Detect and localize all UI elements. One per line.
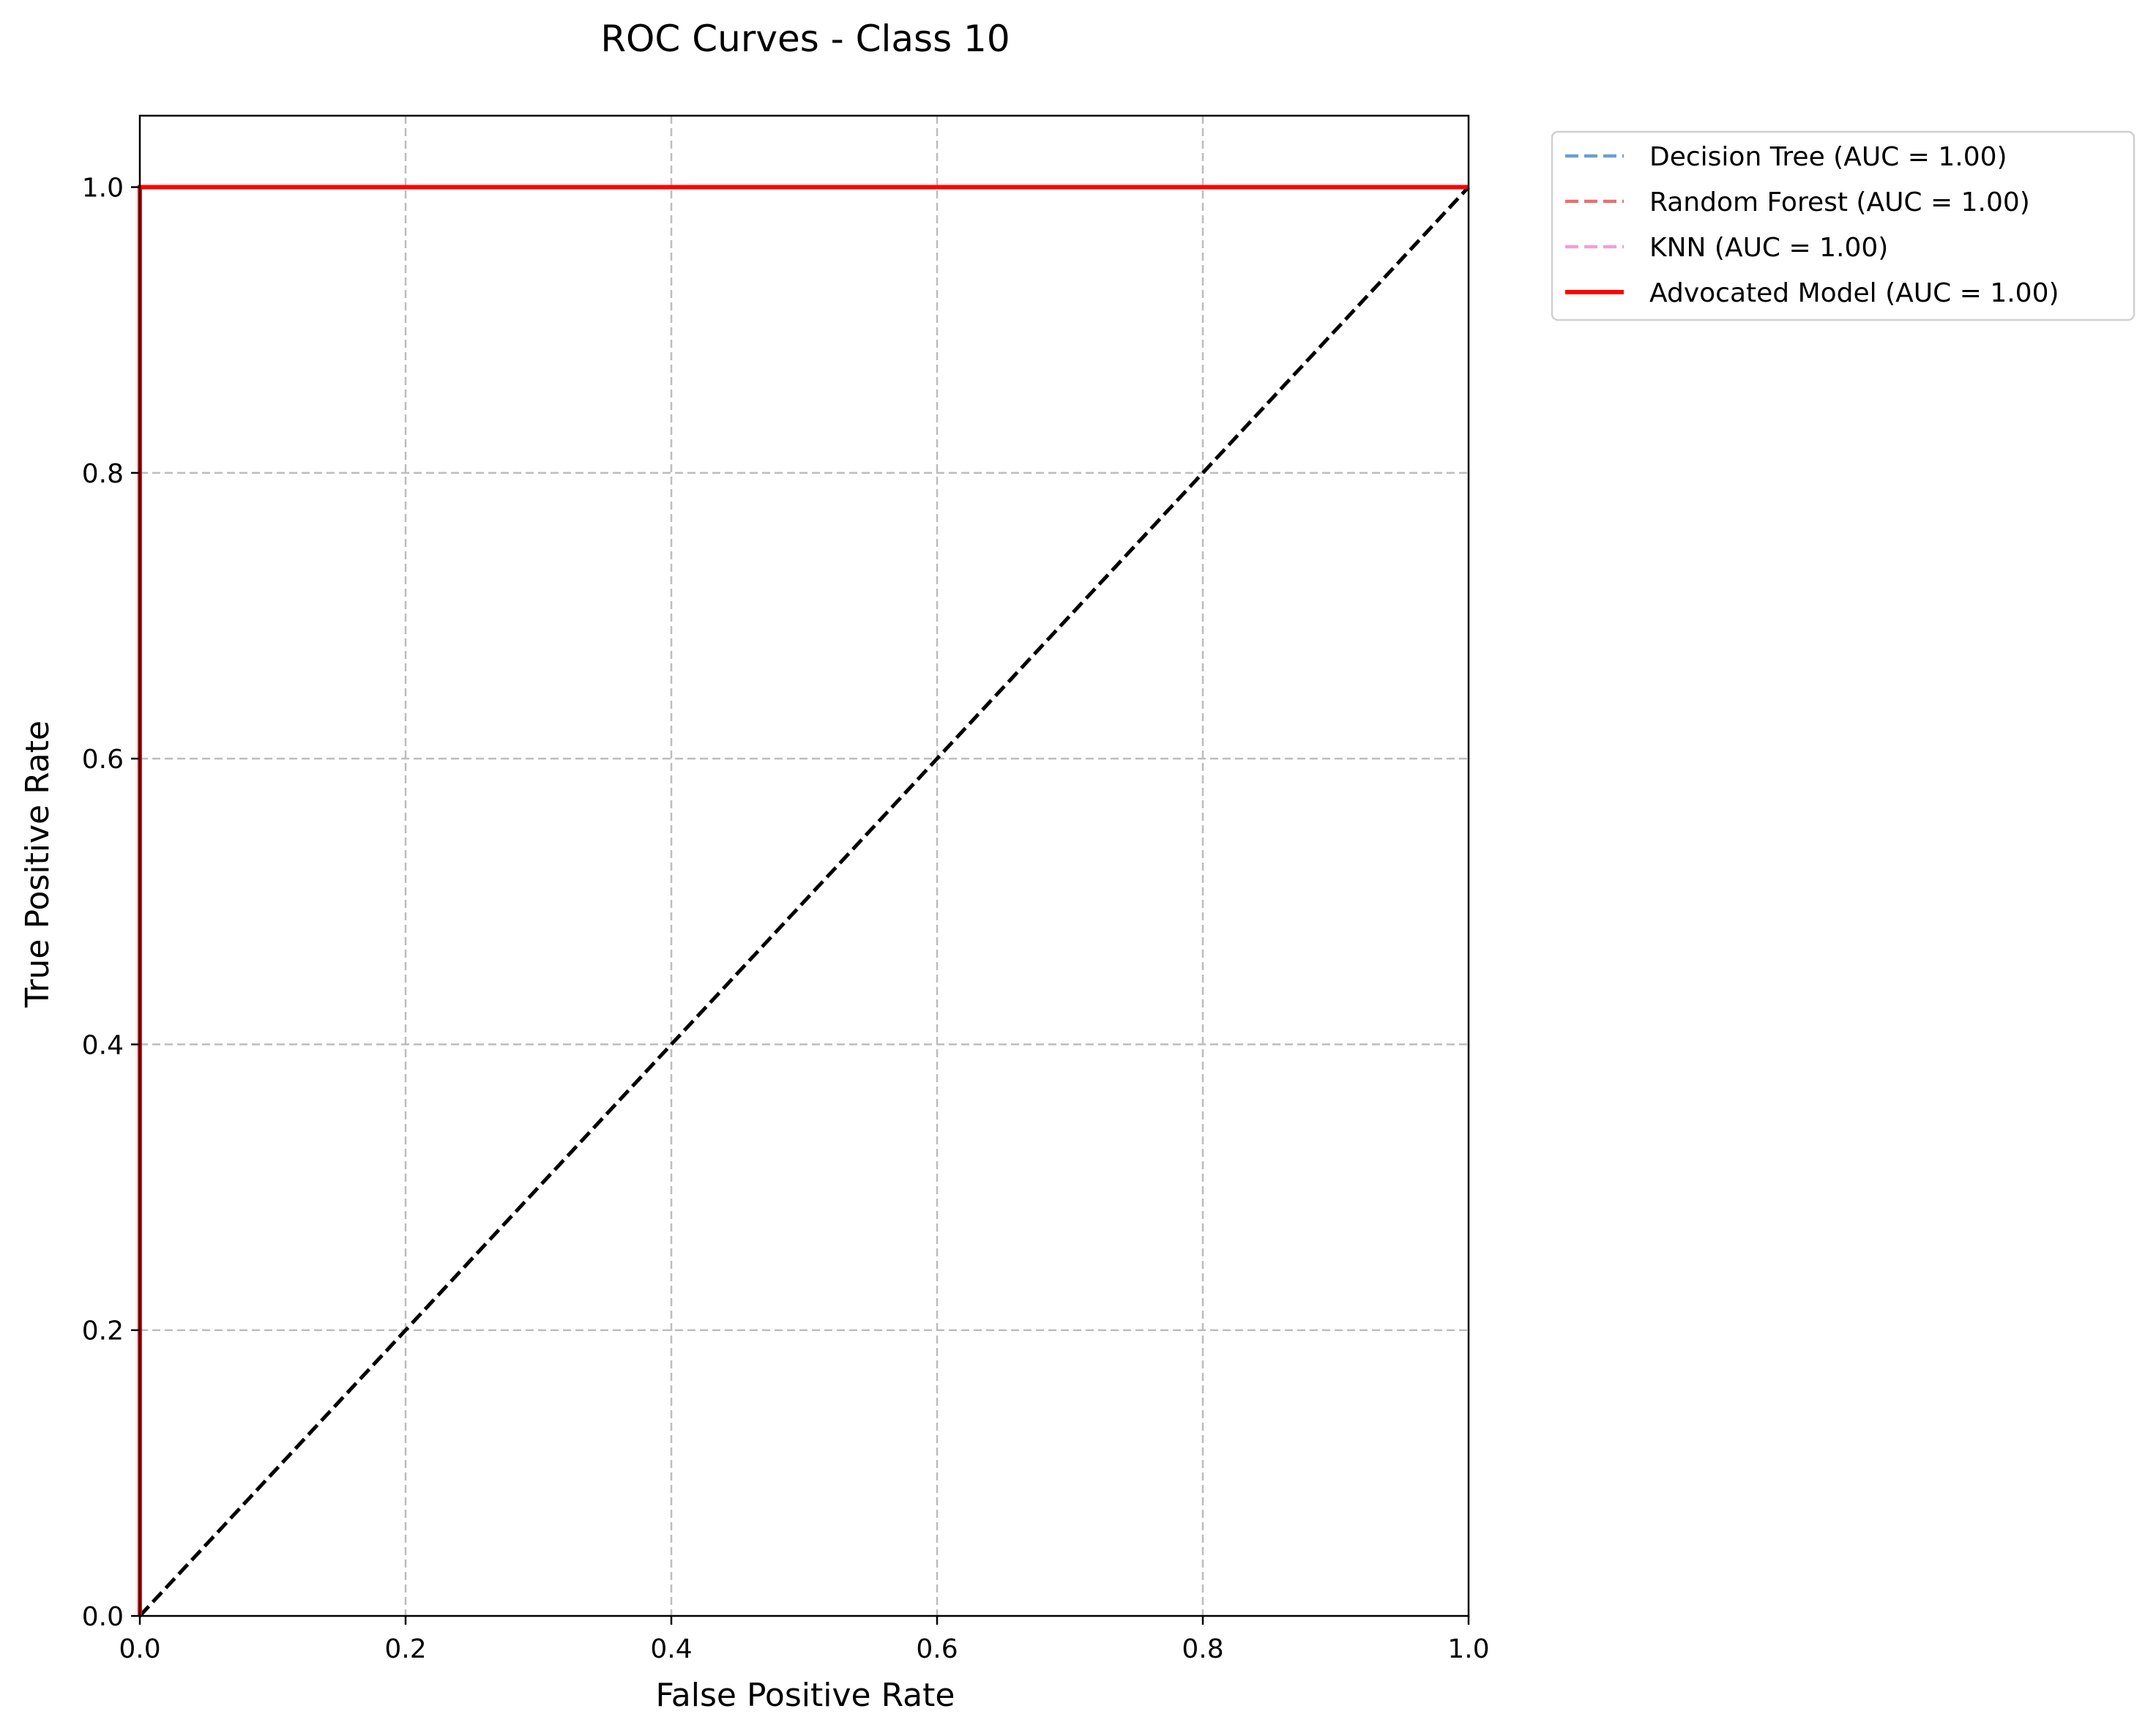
x-tick-label-5: 1.0 bbox=[1447, 1634, 1489, 1664]
x-tick-label-3: 0.6 bbox=[916, 1634, 958, 1664]
x-tick-label-2: 0.4 bbox=[650, 1634, 692, 1664]
y-tick-label-4: 0.8 bbox=[82, 459, 124, 489]
x-tick-label-4: 0.8 bbox=[1182, 1634, 1223, 1664]
legend-label-1: Random Forest (AUC = 1.00) bbox=[1649, 187, 2030, 217]
x-tick-label-0: 0.0 bbox=[119, 1634, 160, 1664]
plot-frame bbox=[138, 114, 1470, 1617]
legend-label-0: Decision Tree (AUC = 1.00) bbox=[1649, 142, 2007, 172]
legend: Decision Tree (AUC = 1.00) Random Forest … bbox=[1551, 130, 2136, 321]
chart-title: ROC Curves - Class 10 bbox=[600, 18, 1010, 60]
y-tick-label-2: 0.4 bbox=[82, 1030, 124, 1060]
y-tick-label-3: 0.6 bbox=[82, 745, 124, 775]
legend-label-3: Advocated Model (AUC = 1.00) bbox=[1649, 278, 2059, 308]
legend-label-2: KNN (AUC = 1.00) bbox=[1649, 233, 1888, 263]
chance-diagonal-line bbox=[138, 185, 1470, 1617]
plot-area: 0.0 0.2 0.4 0.6 0.8 1.0 0.0 0.2 0.4 0.6 0.8 1.0 bbox=[82, 114, 1490, 1664]
x-tick-label-1: 0.2 bbox=[384, 1634, 426, 1664]
y-tick-label-5: 1.0 bbox=[82, 174, 124, 204]
y-tick-label-1: 0.2 bbox=[82, 1316, 124, 1346]
y-tick-label-0: 0.0 bbox=[82, 1602, 124, 1632]
x-axis-label: False Positive Rate bbox=[656, 1677, 955, 1714]
y-axis-label: True Positive Rate bbox=[19, 720, 56, 1008]
legend-box bbox=[1551, 130, 2136, 321]
